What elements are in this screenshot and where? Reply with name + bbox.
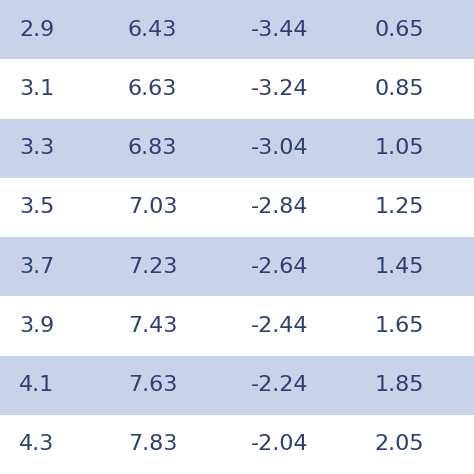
Text: -2.64: -2.64 [251, 256, 309, 277]
Text: 3.7: 3.7 [19, 256, 54, 277]
Text: 2.9: 2.9 [19, 19, 54, 40]
Bar [0, 415, 474, 474]
Text: -2.04: -2.04 [251, 434, 309, 455]
Text: 6.43: 6.43 [128, 19, 177, 40]
Text: 1.85: 1.85 [374, 375, 424, 395]
Bar [0, 237, 474, 296]
Text: 6.63: 6.63 [128, 79, 177, 99]
Text: -3.24: -3.24 [251, 79, 309, 99]
Text: 7.63: 7.63 [128, 375, 177, 395]
Bar [0, 356, 474, 415]
Text: 0.65: 0.65 [374, 19, 424, 40]
Text: -2.84: -2.84 [251, 197, 309, 218]
Text: 2.05: 2.05 [374, 434, 424, 455]
Text: 3.3: 3.3 [19, 138, 54, 158]
Text: -2.44: -2.44 [251, 316, 309, 336]
Bar [0, 296, 474, 356]
Text: 1.45: 1.45 [374, 256, 424, 277]
Bar [0, 118, 474, 178]
Text: 7.83: 7.83 [128, 434, 177, 455]
Bar [0, 178, 474, 237]
Text: -3.44: -3.44 [251, 19, 309, 40]
Text: 1.65: 1.65 [374, 316, 424, 336]
Text: 3.9: 3.9 [19, 316, 54, 336]
Bar [0, 0, 474, 59]
Text: 3.5: 3.5 [19, 197, 55, 218]
Text: 1.25: 1.25 [374, 197, 424, 218]
Text: 7.23: 7.23 [128, 256, 177, 277]
Text: 4.3: 4.3 [19, 434, 54, 455]
Text: 4.1: 4.1 [19, 375, 54, 395]
Text: -2.24: -2.24 [251, 375, 309, 395]
Text: 1.05: 1.05 [374, 138, 424, 158]
Text: 6.83: 6.83 [128, 138, 177, 158]
Text: 3.1: 3.1 [19, 79, 54, 99]
Bar [0, 59, 474, 118]
Text: 0.85: 0.85 [374, 79, 424, 99]
Text: 7.03: 7.03 [128, 197, 177, 218]
Text: 7.43: 7.43 [128, 316, 177, 336]
Text: -3.04: -3.04 [251, 138, 309, 158]
